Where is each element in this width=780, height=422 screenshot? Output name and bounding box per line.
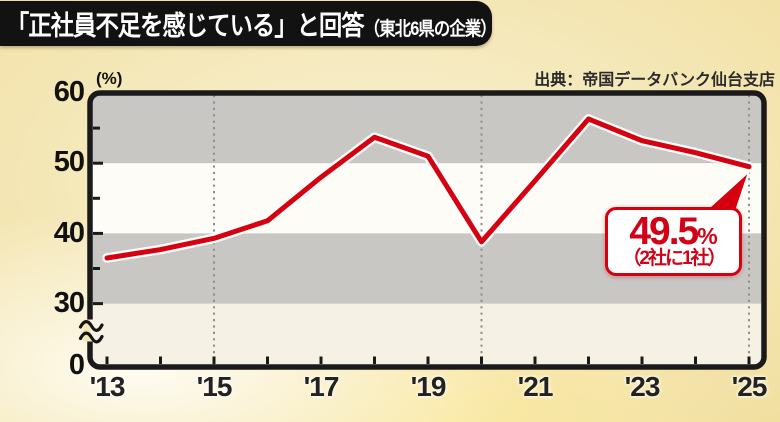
x-tick-label-13: '13	[89, 371, 126, 402]
x-tick-label-21: '21	[517, 371, 554, 402]
y-tick-label-40: 40	[53, 217, 85, 249]
y-axis-break	[78, 319, 104, 344]
title-banner: 「正社員不足を感じている」と回答（東北6県の企業）	[0, 1, 492, 46]
dotted-gridlines	[213, 95, 750, 365]
x-tick-label-23: '23	[624, 371, 661, 402]
x-tick-label-15: '15	[196, 371, 233, 402]
page-title-qualifier: （東北6県の企業）	[363, 19, 492, 40]
callout-value: 49.5	[629, 209, 699, 253]
callout-note: （2社に1社）	[622, 247, 726, 269]
value-callout: 49.5% （2社に1社）	[605, 207, 742, 276]
callout-percent-sign: %	[697, 222, 718, 249]
series-line	[102, 114, 754, 263]
y-tick-label-30: 30	[53, 287, 85, 319]
plot-border	[87, 90, 767, 370]
y-tick-label-0: 0	[68, 349, 85, 381]
axis-ticks	[93, 126, 751, 364]
y-tick-label-60: 60	[53, 76, 85, 108]
x-tick-label-19: '19	[410, 371, 447, 402]
title-banner-text: 「正社員不足を感じている」と回答（東北6県の企業）	[6, 4, 492, 43]
callout-value-line: 49.5%	[629, 212, 718, 251]
x-tick-label-17: '17	[303, 371, 340, 402]
page-title: 「正社員不足を感じている」と回答	[6, 11, 365, 41]
source-credit: 出典：帝国データバンク仙台支店	[534, 72, 775, 89]
y-axis-unit-label: (%)	[96, 69, 123, 88]
y-tick-label-50: 50	[53, 146, 85, 178]
x-tick-label-25: '25	[731, 371, 768, 402]
